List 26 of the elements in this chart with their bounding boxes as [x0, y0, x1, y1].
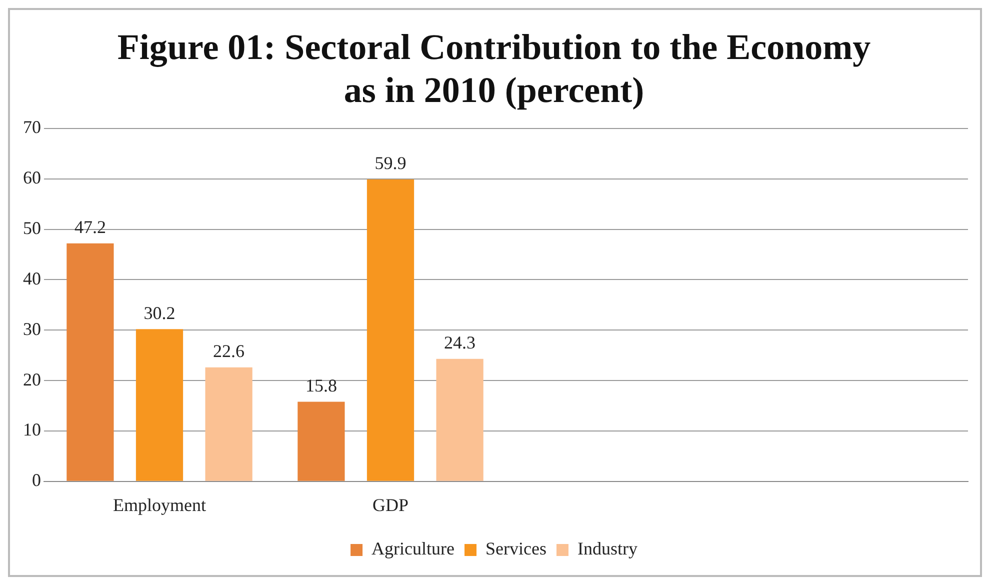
- data-label: 22.6: [213, 341, 245, 362]
- bar: [136, 329, 184, 481]
- legend-label: Agriculture: [372, 538, 455, 559]
- bar: [436, 358, 484, 481]
- y-tick-label: 40: [23, 268, 41, 288]
- bar: [66, 243, 114, 481]
- y-tick-label: 70: [23, 117, 41, 138]
- bar: [366, 179, 414, 481]
- y-tick-label: 0: [32, 470, 41, 490]
- x-tick-label: Employment: [113, 494, 206, 515]
- x-tick-label: GDP: [372, 494, 409, 515]
- y-tick-label: 30: [23, 318, 41, 339]
- data-label: 30.2: [144, 302, 176, 323]
- y-tick-label: 10: [23, 420, 41, 440]
- bar: [298, 402, 345, 481]
- data-label: 59.9: [374, 153, 406, 174]
- y-tick-label: 60: [23, 168, 41, 188]
- y-tick-label: 20: [23, 369, 41, 390]
- data-label: 47.2: [74, 217, 106, 238]
- data-label: 24.3: [444, 332, 476, 353]
- legend-label: Services: [486, 538, 546, 559]
- data-label: 15.8: [305, 375, 337, 396]
- bar: [205, 367, 252, 481]
- legend-label: Industry: [577, 538, 638, 559]
- y-tick-label: 50: [23, 218, 41, 238]
- chart-title: Figure 01: Sectoral Contribution to the Economy as in 2010 (percent): [117, 26, 871, 110]
